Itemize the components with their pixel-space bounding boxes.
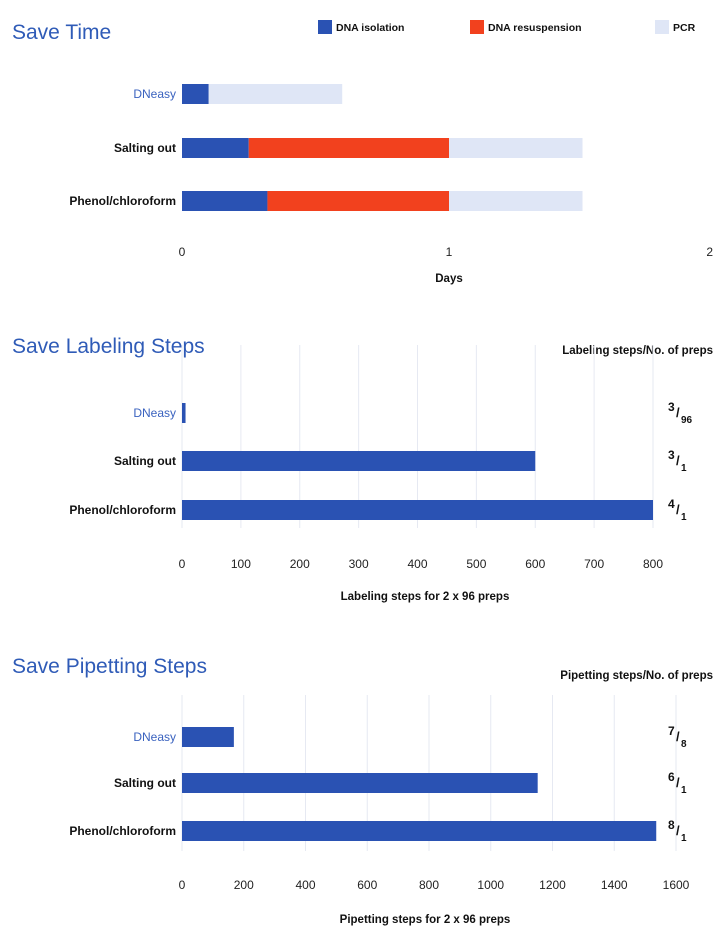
x-tick-label: 400 [407, 557, 427, 571]
x-tick-label: 1600 [663, 878, 690, 892]
legend-label-pcr: PCR [673, 22, 696, 34]
ratio-denominator: 96 [681, 415, 693, 426]
x-tick-label: 500 [466, 557, 486, 571]
bar [182, 773, 538, 793]
legend-label-dna-resuspension: DNA resuspension [488, 22, 582, 34]
save-pipetting-steps-chart: Save Pipetting Steps Pipetting steps/No. … [0, 625, 715, 931]
chart-title: Save Time [12, 21, 111, 44]
bar [182, 500, 653, 520]
ratio-denominator: 1 [681, 785, 687, 796]
ratio-slash: / [676, 453, 680, 468]
x-tick-label: 600 [357, 878, 377, 892]
x-tick-label: 400 [295, 878, 315, 892]
category-label: Phenol/chloroform [69, 824, 176, 838]
save-labeling-steps-chart: Save Labeling Steps Labeling steps/No. of… [0, 300, 715, 610]
x-tick-label: 1400 [601, 878, 628, 892]
x-tick-label: 2 [706, 245, 713, 259]
chart-title: Save Labeling Steps [12, 335, 205, 358]
ratio-numerator: 4 [668, 497, 675, 511]
category-label: Salting out [114, 141, 176, 155]
x-tick-label: 800 [419, 878, 439, 892]
bar-segment-dna-isolation [182, 191, 268, 211]
ratio-denominator: 8 [681, 739, 687, 750]
category-label: Salting out [114, 454, 176, 468]
bar-segment-pcr [449, 191, 583, 211]
save-pipetting-steps-svg: Save Pipetting Steps Pipetting steps/No. … [12, 655, 713, 926]
ratio-slash: / [676, 775, 680, 790]
category-label: DNeasy [133, 406, 176, 420]
ratio-denominator: 1 [681, 833, 687, 844]
x-tick-label: 1 [446, 245, 453, 259]
chart-title: Save Pipetting Steps [12, 655, 207, 678]
bar-segment-dna-resuspension [248, 138, 449, 158]
bar-segment-pcr [449, 138, 583, 158]
save-time-chart: Save Time DNA isolation DNA resuspension PC… [0, 0, 715, 290]
x-tick-label: 0 [179, 245, 186, 259]
category-label: Salting out [114, 776, 176, 790]
x-tick-label: 1000 [477, 878, 504, 892]
bar [182, 451, 536, 471]
x-tick-label: 200 [290, 557, 310, 571]
legend-label-dna-isolation: DNA isolation [336, 22, 404, 34]
bar [182, 403, 186, 423]
ratio-slash: / [676, 405, 680, 420]
x-tick-label: 100 [231, 557, 251, 571]
ratio-slash: / [676, 729, 680, 744]
ratio-numerator: 8 [668, 818, 675, 832]
x-tick-label: 0 [179, 557, 186, 571]
x-axis-label: Pipetting steps for 2 x 96 preps [340, 914, 511, 926]
ratio-numerator: 7 [668, 724, 675, 738]
ratio-numerator: 3 [668, 400, 675, 414]
bar [182, 727, 234, 747]
ratio-slash: / [676, 823, 680, 838]
x-tick-label: 0 [179, 878, 186, 892]
bar [182, 821, 657, 841]
legend-swatch-pcr [655, 20, 669, 34]
ratio-denominator: 1 [681, 463, 687, 474]
ratio-numerator: 6 [668, 770, 675, 784]
x-tick-label: 600 [525, 557, 545, 571]
x-tick-label: 700 [584, 557, 604, 571]
category-label: Phenol/chloroform [69, 503, 176, 517]
x-axis-label: Labeling steps for 2 x 96 preps [341, 591, 510, 603]
legend-swatch-dna-isolation [318, 20, 332, 34]
ratio-slash: / [676, 502, 680, 517]
x-tick-label: 300 [349, 557, 369, 571]
x-tick-label: 200 [234, 878, 254, 892]
x-tick-label: 1200 [539, 878, 566, 892]
bar-segment-pcr [208, 84, 343, 104]
x-tick-label: 800 [643, 557, 663, 571]
ratio-denominator: 1 [681, 512, 687, 523]
ratio-numerator: 3 [668, 448, 675, 462]
category-label: DNeasy [133, 87, 176, 101]
legend-swatch-dna-resuspension [470, 20, 484, 34]
save-labeling-steps-svg: Save Labeling Steps Labeling steps/No. of… [12, 335, 713, 603]
category-label: DNeasy [133, 730, 176, 744]
ratio-header: Pipetting steps/No. of preps [560, 670, 713, 682]
bar-segment-dna-resuspension [267, 191, 449, 211]
bar-segment-dna-isolation [182, 138, 249, 158]
ratio-header: Labeling steps/No. of preps [562, 345, 713, 357]
bar-segment-dna-isolation [182, 84, 209, 104]
category-label: Phenol/chloroform [69, 194, 176, 208]
save-time-svg: Save Time DNA isolation DNA resuspension PC… [12, 20, 713, 285]
x-axis-label: Days [435, 273, 463, 285]
